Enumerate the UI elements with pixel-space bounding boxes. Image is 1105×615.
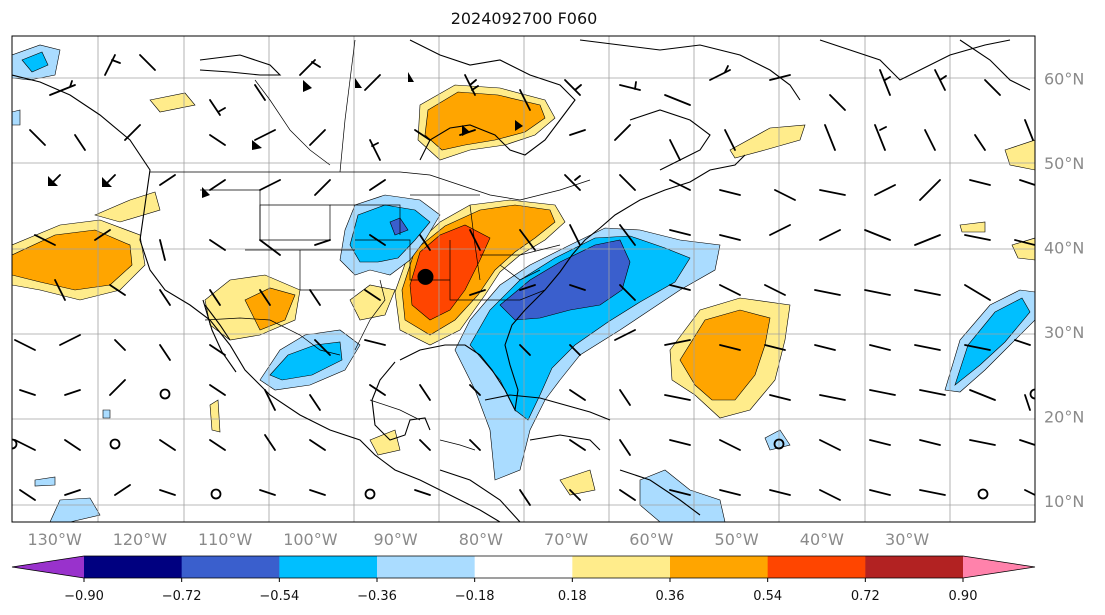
colorbar-tick-label: −0.54 bbox=[259, 589, 299, 604]
lat-tick-label: 30°N bbox=[1044, 323, 1084, 342]
lon-tick-label: 80°W bbox=[459, 530, 503, 549]
colorbar-tick-label: 0.18 bbox=[558, 589, 587, 604]
colorbar-segment bbox=[474, 556, 573, 578]
lon-tick-label: 40°W bbox=[800, 530, 844, 549]
colorbar-tick-label: −0.72 bbox=[162, 589, 202, 604]
lat-tick-label: 20°N bbox=[1044, 407, 1084, 426]
coastlines bbox=[12, 39, 1031, 522]
colorbar-segment bbox=[181, 556, 280, 578]
colorbar-segment bbox=[670, 556, 769, 578]
lon-tick-label: 30°W bbox=[885, 530, 929, 549]
wind-barbs bbox=[14, 54, 1035, 506]
colorbar-segment bbox=[84, 556, 183, 578]
colorbar-segment bbox=[279, 556, 378, 578]
central-negative-region bbox=[339, 194, 441, 276]
colorbar-tick-label: 0.36 bbox=[656, 589, 685, 604]
pacific-positive-region bbox=[12, 219, 146, 301]
colorbar-tick-label: 0.54 bbox=[753, 589, 782, 604]
colorbar-high-extension bbox=[963, 556, 1035, 578]
small-positive-regions bbox=[94, 92, 1035, 496]
lon-tick-label: 70°W bbox=[544, 530, 588, 549]
calm-wind-markers bbox=[12, 388, 1035, 500]
negative-anomaly-region bbox=[454, 227, 721, 481]
colorbar-tick-label: −0.36 bbox=[357, 589, 397, 604]
lon-tick-label: 60°W bbox=[629, 530, 673, 549]
location-marker bbox=[417, 268, 434, 285]
colorbar-low-extension bbox=[12, 556, 84, 578]
map-title: 2024092700 F060 bbox=[450, 9, 598, 28]
lon-tick-label: 100°W bbox=[283, 530, 338, 549]
lat-tick-label: 40°N bbox=[1044, 238, 1084, 257]
wind-pennants bbox=[48, 72, 523, 198]
small-negative-regions bbox=[12, 44, 1035, 522]
colorbar-segment bbox=[865, 556, 964, 578]
latitude-labels: 10°N 20°N 30°N 40°N 50°N 60°N bbox=[1044, 69, 1084, 511]
longitude-labels: 130°W 120°W 110°W 100°W 90°W 80°W 70°W 60°W 50°W… bbox=[27, 530, 929, 549]
lon-tick-label: 50°W bbox=[715, 530, 759, 549]
colorbar-segment bbox=[572, 556, 671, 578]
lon-tick-label: 110°W bbox=[198, 530, 253, 549]
canada-positive-region bbox=[417, 84, 556, 161]
colorbar-tick-label: −0.90 bbox=[64, 589, 104, 604]
colorbar-tick-label: 0.90 bbox=[949, 589, 978, 604]
atlantic-positive-region bbox=[669, 297, 791, 419]
lat-tick-label: 50°N bbox=[1044, 154, 1084, 173]
lon-tick-label: 120°W bbox=[113, 530, 168, 549]
map-frame bbox=[11, 35, 1036, 523]
lat-tick-label: 10°N bbox=[1044, 492, 1084, 511]
lon-tick-label: 130°W bbox=[27, 530, 82, 549]
colorbar-labels: −0.90 −0.72 −0.54 −0.36 −0.18 0.18 0.36 0.54 0.7… bbox=[64, 578, 977, 604]
colorbar-segment bbox=[767, 556, 866, 578]
lat-tick-label: 60°N bbox=[1044, 69, 1084, 88]
lon-tick-label: 90°W bbox=[374, 530, 418, 549]
colorbar-tick-label: 0.72 bbox=[851, 589, 880, 604]
colorbar-segment bbox=[377, 556, 476, 578]
colorbar-tick-label: −0.18 bbox=[455, 589, 495, 604]
colorbar bbox=[11, 555, 1036, 579]
